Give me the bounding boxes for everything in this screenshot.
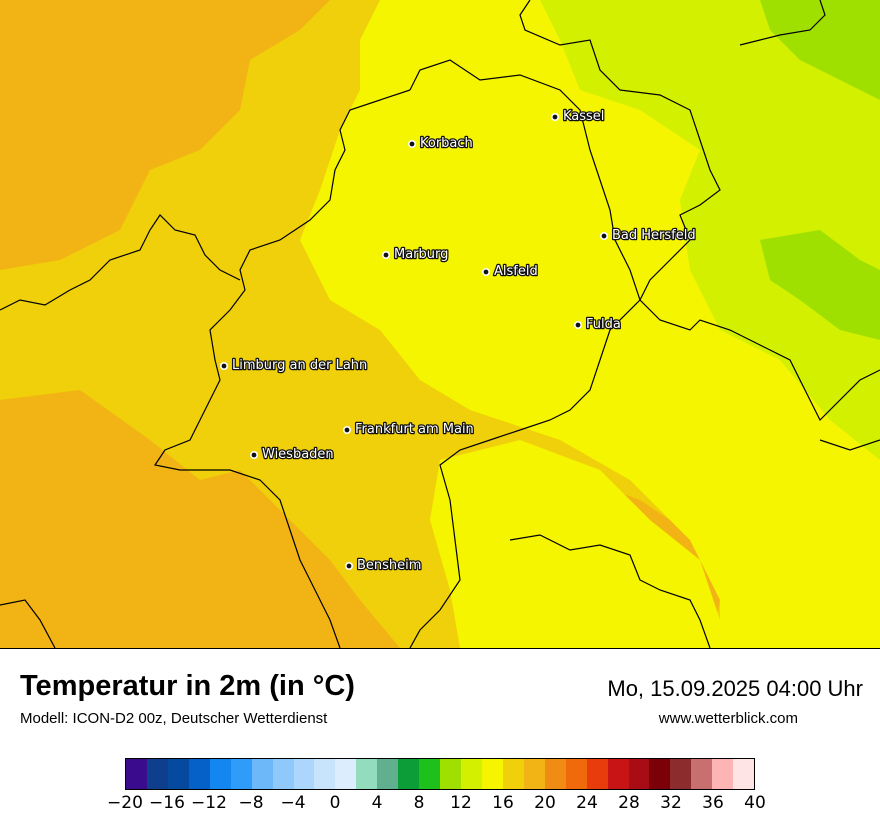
- city-bad-hersfeld: Bad Hersfeld: [599, 227, 697, 244]
- temperature-colorbar: [125, 758, 755, 790]
- forecast-datetime: Mo, 15.09.2025 04:00 Uhr: [607, 676, 863, 701]
- city-label: Kassel: [563, 109, 604, 124]
- colorbar-tick-label: 40: [744, 793, 766, 813]
- city-label: Wiesbaden: [262, 447, 334, 462]
- temperature-field-yellowgreen-east: [540, 0, 880, 460]
- colorbar-segment: [188, 759, 210, 789]
- city-dot: [250, 450, 259, 459]
- city-dot: [550, 113, 559, 122]
- city-bensheim: Bensheim: [344, 557, 423, 574]
- colorbar-segment: [649, 759, 671, 789]
- colorbar-tick-label: 8: [413, 793, 425, 813]
- temperature-field-green-northeast: [760, 0, 880, 100]
- colorbar-tick-label: −12: [191, 793, 227, 813]
- city-label: Frankfurt am Main: [355, 422, 474, 437]
- colorbar-segment: [586, 759, 608, 789]
- colorbar-segment: [607, 759, 629, 789]
- colorbar-tick-label: 36: [702, 793, 724, 813]
- colorbar-segment: [293, 759, 315, 789]
- border-southeast: [509, 534, 711, 648]
- city-markers: Kassel Korbach Bad Hersfeld Marburg Alsfeld F…: [220, 108, 697, 574]
- colorbar-segment: [502, 759, 524, 789]
- colorbar-tick-label: −16: [149, 793, 185, 813]
- city-fulda: Fulda: [573, 316, 622, 333]
- city-dot: [573, 320, 582, 329]
- city-limburg-an-der-lahn: Limburg an der Lahn: [220, 357, 369, 374]
- city-dot: [344, 561, 353, 570]
- colorbar-segment: [251, 759, 273, 789]
- colorbar-tick-label: 16: [492, 793, 514, 813]
- city-korbach: Korbach: [407, 135, 474, 152]
- colorbar-segment: [691, 759, 713, 789]
- state-border-west: [154, 59, 641, 648]
- colorbar-tick-label: 32: [660, 793, 682, 813]
- city-label: Korbach: [420, 136, 473, 151]
- colorbar-segment: [377, 759, 399, 789]
- colorbar-segment: [356, 759, 378, 789]
- colorbar-segment: [461, 759, 482, 789]
- temperature-field-green-east: [760, 230, 880, 340]
- city-marburg: Marburg: [381, 246, 450, 263]
- city-dot: [342, 425, 351, 434]
- temperature-field-orange-southwest: [0, 390, 400, 648]
- colorbar-tick-label: −20: [107, 793, 143, 813]
- colorbar-tick-label: 4: [371, 793, 383, 813]
- city-kassel: Kassel: [550, 108, 606, 125]
- temperature-map: Kassel Korbach Bad Hersfeld Marburg Alsfeld F…: [0, 0, 880, 649]
- colorbar-segment: [335, 759, 357, 789]
- colorbar-segment: [146, 759, 168, 789]
- colorbar-segment: [481, 759, 503, 789]
- border-northeast: [739, 0, 826, 46]
- colorbar-tick-label: 0: [329, 793, 341, 813]
- city-frankfurt-am-main: Frankfurt am Main: [342, 421, 475, 438]
- city-label: Bad Hersfeld: [612, 228, 696, 243]
- model-source: Modell: ICON-D2 00z, Deutscher Wetterdie…: [20, 710, 328, 727]
- temperature-map-svg: Kassel Korbach Bad Hersfeld Marburg Alsfeld F…: [0, 0, 880, 648]
- colorbar-segment: [712, 759, 734, 789]
- city-label: Limburg an der Lahn: [232, 358, 367, 373]
- colorbar-tick-label: 12: [450, 793, 472, 813]
- colorbar-tick-label: 28: [618, 793, 640, 813]
- temperature-field-yellow-south: [430, 440, 720, 648]
- city-dot: [599, 232, 608, 241]
- city-label: Alsfeld: [494, 264, 538, 279]
- colorbar-segment: [544, 759, 566, 789]
- colorbar-segment: [440, 759, 461, 789]
- colorbar-segment: [419, 759, 441, 789]
- colorbar-segment: [398, 759, 420, 789]
- colorbar-segment: [272, 759, 294, 789]
- colorbar-segment: [523, 759, 545, 789]
- temperature-field-orange-west: [0, 0, 330, 270]
- colorbar-segment: [628, 759, 650, 789]
- city-alsfeld: Alsfeld: [481, 263, 539, 280]
- colorbar-segment: [565, 759, 587, 789]
- colorbar-segment: [167, 759, 189, 789]
- city-label: Fulda: [586, 317, 621, 332]
- colorbar-segment: [209, 759, 231, 789]
- website-url: www.wetterblick.com: [658, 710, 798, 727]
- city-dot: [381, 251, 390, 260]
- map-title: Temperatur in 2m (in °C): [20, 670, 355, 702]
- city-label: Bensheim: [357, 558, 421, 573]
- colorbar-segment: [126, 759, 147, 789]
- colorbar-segment: [733, 759, 755, 789]
- colorbar-ticks: −20 −16 −12 −8 −4 0 4 8 12 16 20 24 28 32 36 40: [107, 793, 766, 823]
- colorbar-tick-label: −4: [280, 793, 306, 813]
- city-wiesbaden: Wiesbaden: [250, 446, 335, 463]
- city-dot: [481, 267, 490, 276]
- city-dot: [407, 140, 416, 149]
- country-border-west: [0, 214, 241, 648]
- city-dot: [220, 361, 229, 370]
- city-label: Marburg: [394, 247, 448, 262]
- colorbar-segment: [230, 759, 252, 789]
- colorbar-tick-label: 20: [534, 793, 556, 813]
- colorbar-tick-label: 24: [576, 793, 598, 813]
- colorbar-tick-label: −8: [238, 793, 264, 813]
- colorbar-segment: [670, 759, 692, 789]
- colorbar-segment: [314, 759, 336, 789]
